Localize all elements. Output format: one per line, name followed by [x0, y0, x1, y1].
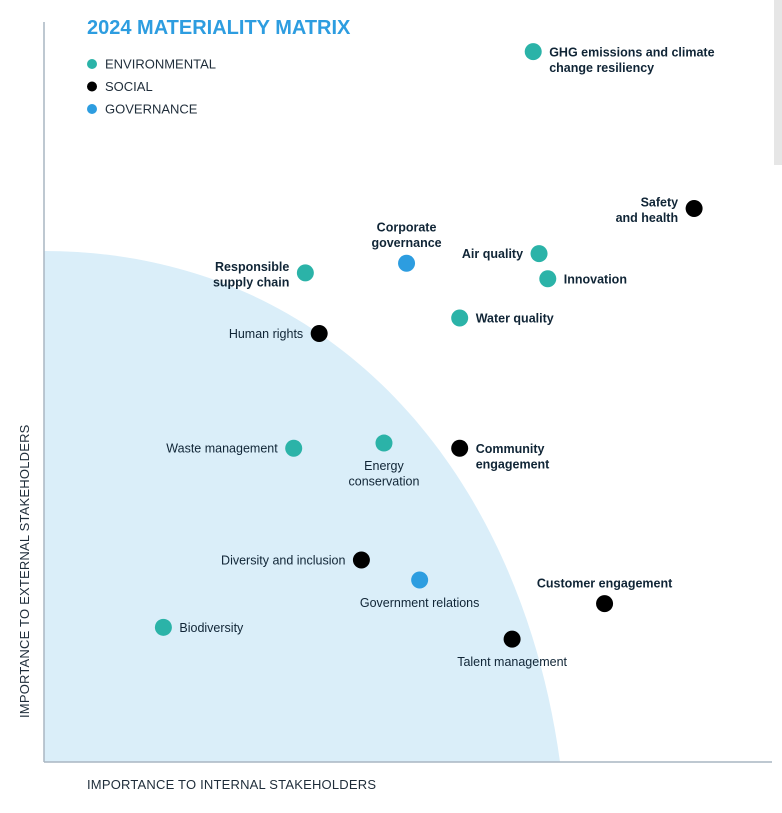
point-label: Talent management: [457, 655, 567, 669]
data-point: Biodiversity: [154, 618, 244, 636]
legend-item-environmental: ENVIRONMENTAL: [87, 57, 216, 72]
legend-marker-social: [87, 81, 97, 92]
point-label: Safety and health: [616, 195, 679, 225]
point-label: Diversity and inclusion: [221, 553, 345, 567]
data-points: GHG emissions and climate change resilien…: [154, 43, 715, 669]
point-marker: [596, 595, 614, 613]
point-label: Customer engagement: [537, 577, 673, 591]
point-label: Community engagement: [476, 442, 550, 472]
chart-title: 2024 MATERIALITY MATRIX: [87, 17, 351, 39]
legend-marker-governance: [87, 104, 97, 114]
data-point: Air quality: [462, 245, 548, 263]
point-marker: [398, 254, 416, 272]
point-marker: [375, 434, 393, 452]
point-marker: [352, 551, 370, 569]
data-point: Innovation: [539, 270, 627, 288]
point-marker: [524, 43, 542, 61]
legend-marker-environmental: [87, 59, 97, 69]
legend: ENVIRONMENTAL SOCIAL GOVERNANCE: [87, 57, 216, 117]
point-label: Energy conservation: [349, 459, 420, 489]
point-marker: [154, 618, 172, 636]
point-marker: [451, 309, 469, 327]
point-marker: [296, 264, 314, 282]
data-point: Government relations: [360, 571, 480, 610]
x-axis-title: IMPORTANCE TO INTERNAL STAKEHOLDERS: [87, 777, 376, 792]
data-point: Energy conservation: [349, 434, 420, 489]
scrollbar[interactable]: [774, 0, 782, 165]
point-marker: [310, 325, 328, 343]
data-point: Safety and health: [616, 195, 703, 225]
point-marker: [539, 270, 557, 288]
point-label: Biodiversity: [179, 621, 244, 635]
point-label: Innovation: [564, 272, 627, 286]
data-point: Customer engagement: [537, 577, 673, 613]
data-point: Community engagement: [451, 439, 550, 472]
legend-label-environmental: ENVIRONMENTAL: [105, 57, 216, 72]
point-label: Water quality: [476, 312, 554, 326]
legend-label-social: SOCIAL: [105, 79, 153, 94]
data-point: GHG emissions and climate change resilien…: [524, 43, 715, 76]
legend-item-governance: GOVERNANCE: [87, 102, 198, 117]
legend-item-social: SOCIAL: [87, 79, 153, 94]
point-label: Responsible supply chain: [213, 260, 289, 290]
point-label: Government relations: [360, 596, 480, 610]
point-label: Air quality: [462, 247, 523, 261]
data-point: Water quality: [451, 309, 554, 327]
data-point: Diversity and inclusion: [221, 551, 370, 569]
point-marker: [451, 439, 469, 457]
data-point: Talent management: [457, 630, 568, 669]
point-marker: [411, 571, 429, 589]
point-label: Human rights: [229, 327, 303, 341]
point-label: GHG emissions and climate change resilien…: [549, 46, 714, 76]
low-importance-region: [44, 251, 560, 762]
point-marker: [530, 245, 548, 263]
point-marker: [503, 630, 521, 648]
y-axis-title: IMPORTANCE TO EXTERNAL STAKEHOLDERS: [17, 424, 32, 718]
point-label: Waste management: [166, 442, 278, 456]
legend-label-governance: GOVERNANCE: [105, 102, 198, 117]
data-point: Responsible supply chain: [213, 260, 314, 290]
data-point: Waste management: [166, 439, 303, 457]
data-point: Human rights: [229, 325, 328, 343]
point-label: Corporate governance: [371, 221, 441, 251]
data-point: Corporate governance: [371, 221, 442, 272]
point-marker: [285, 439, 303, 457]
point-marker: [685, 199, 703, 217]
